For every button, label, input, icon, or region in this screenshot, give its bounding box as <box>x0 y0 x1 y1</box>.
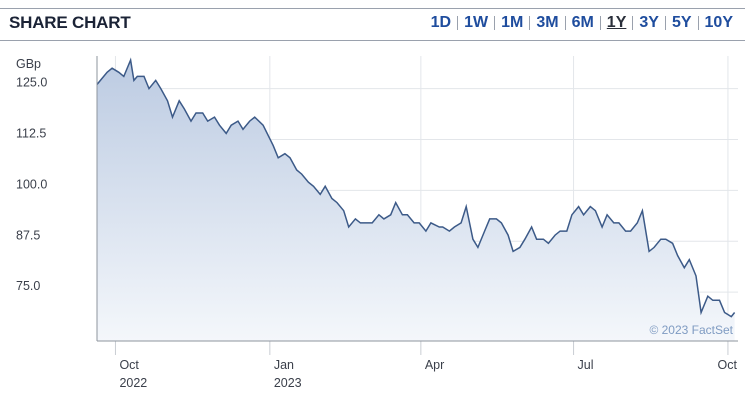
range-separator <box>632 16 634 30</box>
range-button-1w[interactable]: 1W <box>464 14 489 31</box>
range-button-6m[interactable]: 6M <box>571 14 594 31</box>
x-tick-year: 2022 <box>119 376 147 390</box>
y-tick-label: 87.5 <box>16 228 40 242</box>
range-separator <box>599 16 601 30</box>
range-selector: 1D 1W 1M 3M 6M 1Y 3Y 5Y 10Y <box>425 14 739 32</box>
x-tick-label: Oct <box>119 358 139 372</box>
range-button-1y[interactable]: 1Y <box>606 14 627 31</box>
range-separator <box>457 16 459 30</box>
range-separator <box>664 16 666 30</box>
x-tick-year: 2023 <box>274 376 302 390</box>
x-tick-label: Oct <box>717 358 737 372</box>
range-button-1d[interactable]: 1D <box>430 14 452 31</box>
price-line <box>96 57 736 318</box>
chart-title: SHARE CHART <box>9 13 131 32</box>
y-tick-label: 112.5 <box>16 126 46 140</box>
range-separator <box>494 16 496 30</box>
header-bottom-rule <box>0 40 745 41</box>
x-tick-label: Jan <box>274 358 294 372</box>
x-tick-label: Jul <box>578 358 594 372</box>
range-button-3y[interactable]: 3Y <box>639 14 659 31</box>
data-credit: © 2023 FactSet <box>649 323 733 337</box>
range-button-1m[interactable]: 1M <box>501 14 524 31</box>
y-tick-label: 125.0 <box>16 76 47 90</box>
header-top-rule <box>0 8 745 9</box>
range-separator <box>697 16 699 30</box>
range-button-5y[interactable]: 5Y <box>671 14 692 31</box>
y-tick-label: 75.0 <box>16 279 40 293</box>
y-axis-unit: GBp <box>16 57 41 71</box>
range-separator <box>564 16 566 30</box>
x-tick-label: Apr <box>425 358 444 372</box>
range-button-3m[interactable]: 3M <box>536 14 559 31</box>
y-tick-label: 100.0 <box>16 177 47 191</box>
range-button-10y[interactable]: 10Y <box>704 14 733 31</box>
price-area <box>97 60 735 341</box>
chart-header: SHARE CHART 1D 1W 1M 3M 6M 1Y 3Y 5Y 10Y <box>0 0 745 46</box>
range-separator <box>529 16 531 30</box>
